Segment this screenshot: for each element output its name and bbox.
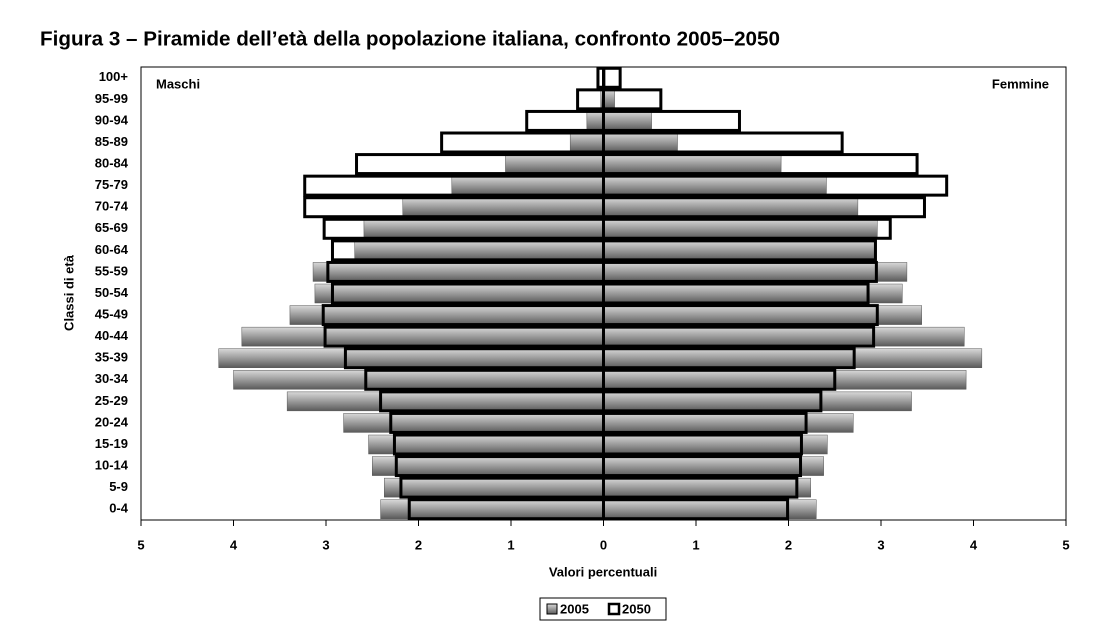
bar bbox=[314, 283, 604, 304]
bar bbox=[603, 89, 615, 110]
legend-swatch bbox=[546, 603, 558, 615]
bar bbox=[384, 477, 604, 498]
bar bbox=[586, 111, 604, 131]
bar bbox=[289, 305, 604, 325]
bar bbox=[372, 456, 604, 476]
legend-label: 2050 bbox=[622, 601, 651, 616]
legend bbox=[539, 597, 667, 621]
x-tick-label: 2 bbox=[785, 537, 792, 552]
x-tick-label: 3 bbox=[877, 537, 884, 552]
y-tick-label: 50-54 bbox=[95, 285, 129, 300]
bar bbox=[603, 477, 811, 498]
y-tick-label: 45-49 bbox=[95, 307, 128, 322]
x-tick-label: 3 bbox=[322, 537, 329, 552]
bar bbox=[603, 456, 824, 476]
bar bbox=[451, 175, 604, 196]
x-tick-label: 5 bbox=[137, 537, 144, 552]
bar bbox=[603, 219, 878, 239]
bar bbox=[603, 391, 912, 412]
x-tick-label: 4 bbox=[230, 537, 238, 552]
bar bbox=[603, 132, 678, 153]
bar bbox=[354, 240, 604, 261]
y-tick-label: 5-9 bbox=[109, 479, 128, 494]
x-tick-label: 2 bbox=[415, 537, 422, 552]
bar bbox=[312, 262, 604, 282]
bar bbox=[380, 499, 604, 519]
y-tick-label: 60-64 bbox=[95, 242, 129, 257]
y-tick-label: 10-14 bbox=[95, 458, 129, 473]
bar bbox=[603, 111, 652, 131]
y-tick-label: 95-99 bbox=[95, 91, 128, 106]
bar bbox=[505, 154, 604, 174]
y-tick-label: 100+ bbox=[99, 69, 129, 84]
y-tick-label: 75-79 bbox=[95, 177, 128, 192]
bar bbox=[603, 283, 903, 304]
bar bbox=[603, 370, 967, 390]
bar bbox=[603, 348, 983, 368]
bar bbox=[603, 240, 877, 261]
x-axis-title: Valori percentuali bbox=[549, 564, 657, 579]
bar bbox=[603, 197, 859, 217]
y-tick-label: 30-34 bbox=[95, 371, 129, 386]
bar bbox=[569, 132, 604, 153]
y-tick-label: 40-44 bbox=[95, 328, 129, 343]
y-tick-label: 55-59 bbox=[95, 263, 128, 278]
bar bbox=[603, 175, 827, 196]
bar bbox=[603, 326, 965, 347]
bar bbox=[603, 305, 922, 325]
x-tick-label: 0 bbox=[600, 537, 607, 552]
bar bbox=[402, 197, 604, 217]
bar bbox=[603, 434, 828, 455]
y-tick-label: 20-24 bbox=[95, 414, 129, 429]
y-tick-label: 35-39 bbox=[95, 350, 128, 365]
y-tick-label: 15-19 bbox=[95, 436, 128, 451]
bar bbox=[603, 499, 817, 519]
y-tick-label: 85-89 bbox=[95, 134, 128, 149]
y-tick-label: 90-94 bbox=[95, 112, 129, 127]
chart-title: Figura 3 – Piramide dell’età della popol… bbox=[40, 28, 780, 50]
x-tick-label: 1 bbox=[507, 537, 514, 552]
right-annotation: Femmine bbox=[992, 76, 1049, 91]
bar bbox=[218, 348, 604, 368]
x-tick-label: 5 bbox=[1062, 537, 1069, 552]
bar bbox=[368, 434, 604, 455]
legend-swatch bbox=[607, 602, 621, 616]
x-tick-label: 1 bbox=[692, 537, 699, 552]
y-tick-label: 70-74 bbox=[95, 199, 129, 214]
legend-label: 2005 bbox=[560, 601, 589, 616]
bar bbox=[286, 391, 604, 412]
y-axis-title: Classi di età bbox=[61, 254, 76, 331]
bar bbox=[603, 154, 782, 174]
y-tick-label: 0-4 bbox=[109, 501, 129, 516]
bar bbox=[363, 219, 604, 239]
y-tick-label: 65-69 bbox=[95, 220, 128, 235]
y-tick-label: 25-29 bbox=[95, 393, 128, 408]
y-tick-label: 80-84 bbox=[95, 156, 129, 171]
bar bbox=[603, 413, 854, 433]
x-tick-label: 4 bbox=[970, 537, 978, 552]
left-annotation: Maschi bbox=[156, 76, 200, 91]
bar bbox=[241, 326, 604, 347]
bar bbox=[603, 262, 908, 282]
bar bbox=[233, 370, 604, 390]
bar bbox=[343, 413, 604, 433]
